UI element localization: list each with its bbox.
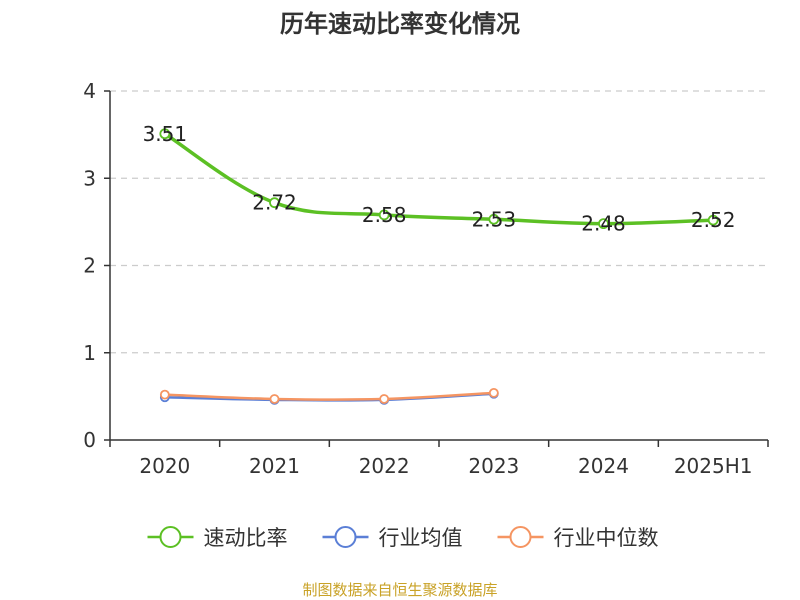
y-tick-label-3: 3 bbox=[83, 166, 96, 190]
series-line-2 bbox=[163, 391, 496, 401]
axes: 0 1 2 3 4 2020 2021 2022 2023 2024 2025H1 bbox=[83, 79, 769, 478]
series-0-point-0 bbox=[159, 128, 171, 140]
legend-label-0: 速动比率 bbox=[204, 526, 288, 550]
source-note: 制图数据来自恒生聚源数据库 bbox=[302, 581, 497, 599]
chart-title: 历年速动比率变化情况 bbox=[280, 10, 520, 38]
series-0-point-3 bbox=[488, 213, 500, 225]
data-label-4: 2.48 bbox=[581, 212, 626, 236]
y-tick-label-4: 4 bbox=[83, 79, 96, 103]
y-tick-label-0: 0 bbox=[83, 428, 96, 452]
x-tick-label-2023: 2023 bbox=[468, 454, 519, 478]
legend-marker-1 bbox=[334, 526, 357, 548]
series-2-point-3 bbox=[488, 387, 499, 398]
y-tick-label-1: 1 bbox=[83, 341, 96, 365]
x-tick-label-2024: 2024 bbox=[578, 454, 629, 478]
series-group bbox=[159, 128, 719, 405]
series-0-point-4 bbox=[598, 218, 609, 230]
data-label-2: 2.58 bbox=[362, 203, 407, 227]
series-2-point-0 bbox=[159, 389, 170, 400]
legend-label-1: 行业均值 bbox=[379, 526, 463, 550]
data-labels: 3.51 2.72 2.58 2.53 2.48 2.52 bbox=[143, 122, 736, 236]
series-line-0 bbox=[163, 132, 715, 226]
legend-label-2: 行业中位数 bbox=[554, 526, 659, 550]
data-label-0: 3.51 bbox=[143, 122, 188, 146]
x-tick-label-2021: 2021 bbox=[249, 454, 300, 478]
series-0-point-2 bbox=[378, 209, 390, 221]
series-2-point-2 bbox=[379, 394, 390, 404]
series-2-point-1 bbox=[269, 394, 280, 404]
series-0-point-1 bbox=[269, 197, 280, 209]
y-tick-label-2: 2 bbox=[83, 254, 96, 278]
data-label-1: 2.72 bbox=[252, 191, 297, 215]
legend-marker-0 bbox=[159, 526, 182, 548]
data-label-5: 2.52 bbox=[691, 208, 736, 232]
x-tick-label-2025H1: 2025H1 bbox=[674, 454, 753, 478]
legend: 速动比率 行业均值 行业中位数 bbox=[147, 526, 659, 550]
series-0-point-5 bbox=[707, 214, 719, 226]
data-label-3: 2.53 bbox=[472, 207, 517, 231]
x-tick-label-2020: 2020 bbox=[139, 454, 190, 478]
legend-marker-2 bbox=[509, 526, 532, 548]
x-tick-label-2022: 2022 bbox=[359, 454, 410, 478]
